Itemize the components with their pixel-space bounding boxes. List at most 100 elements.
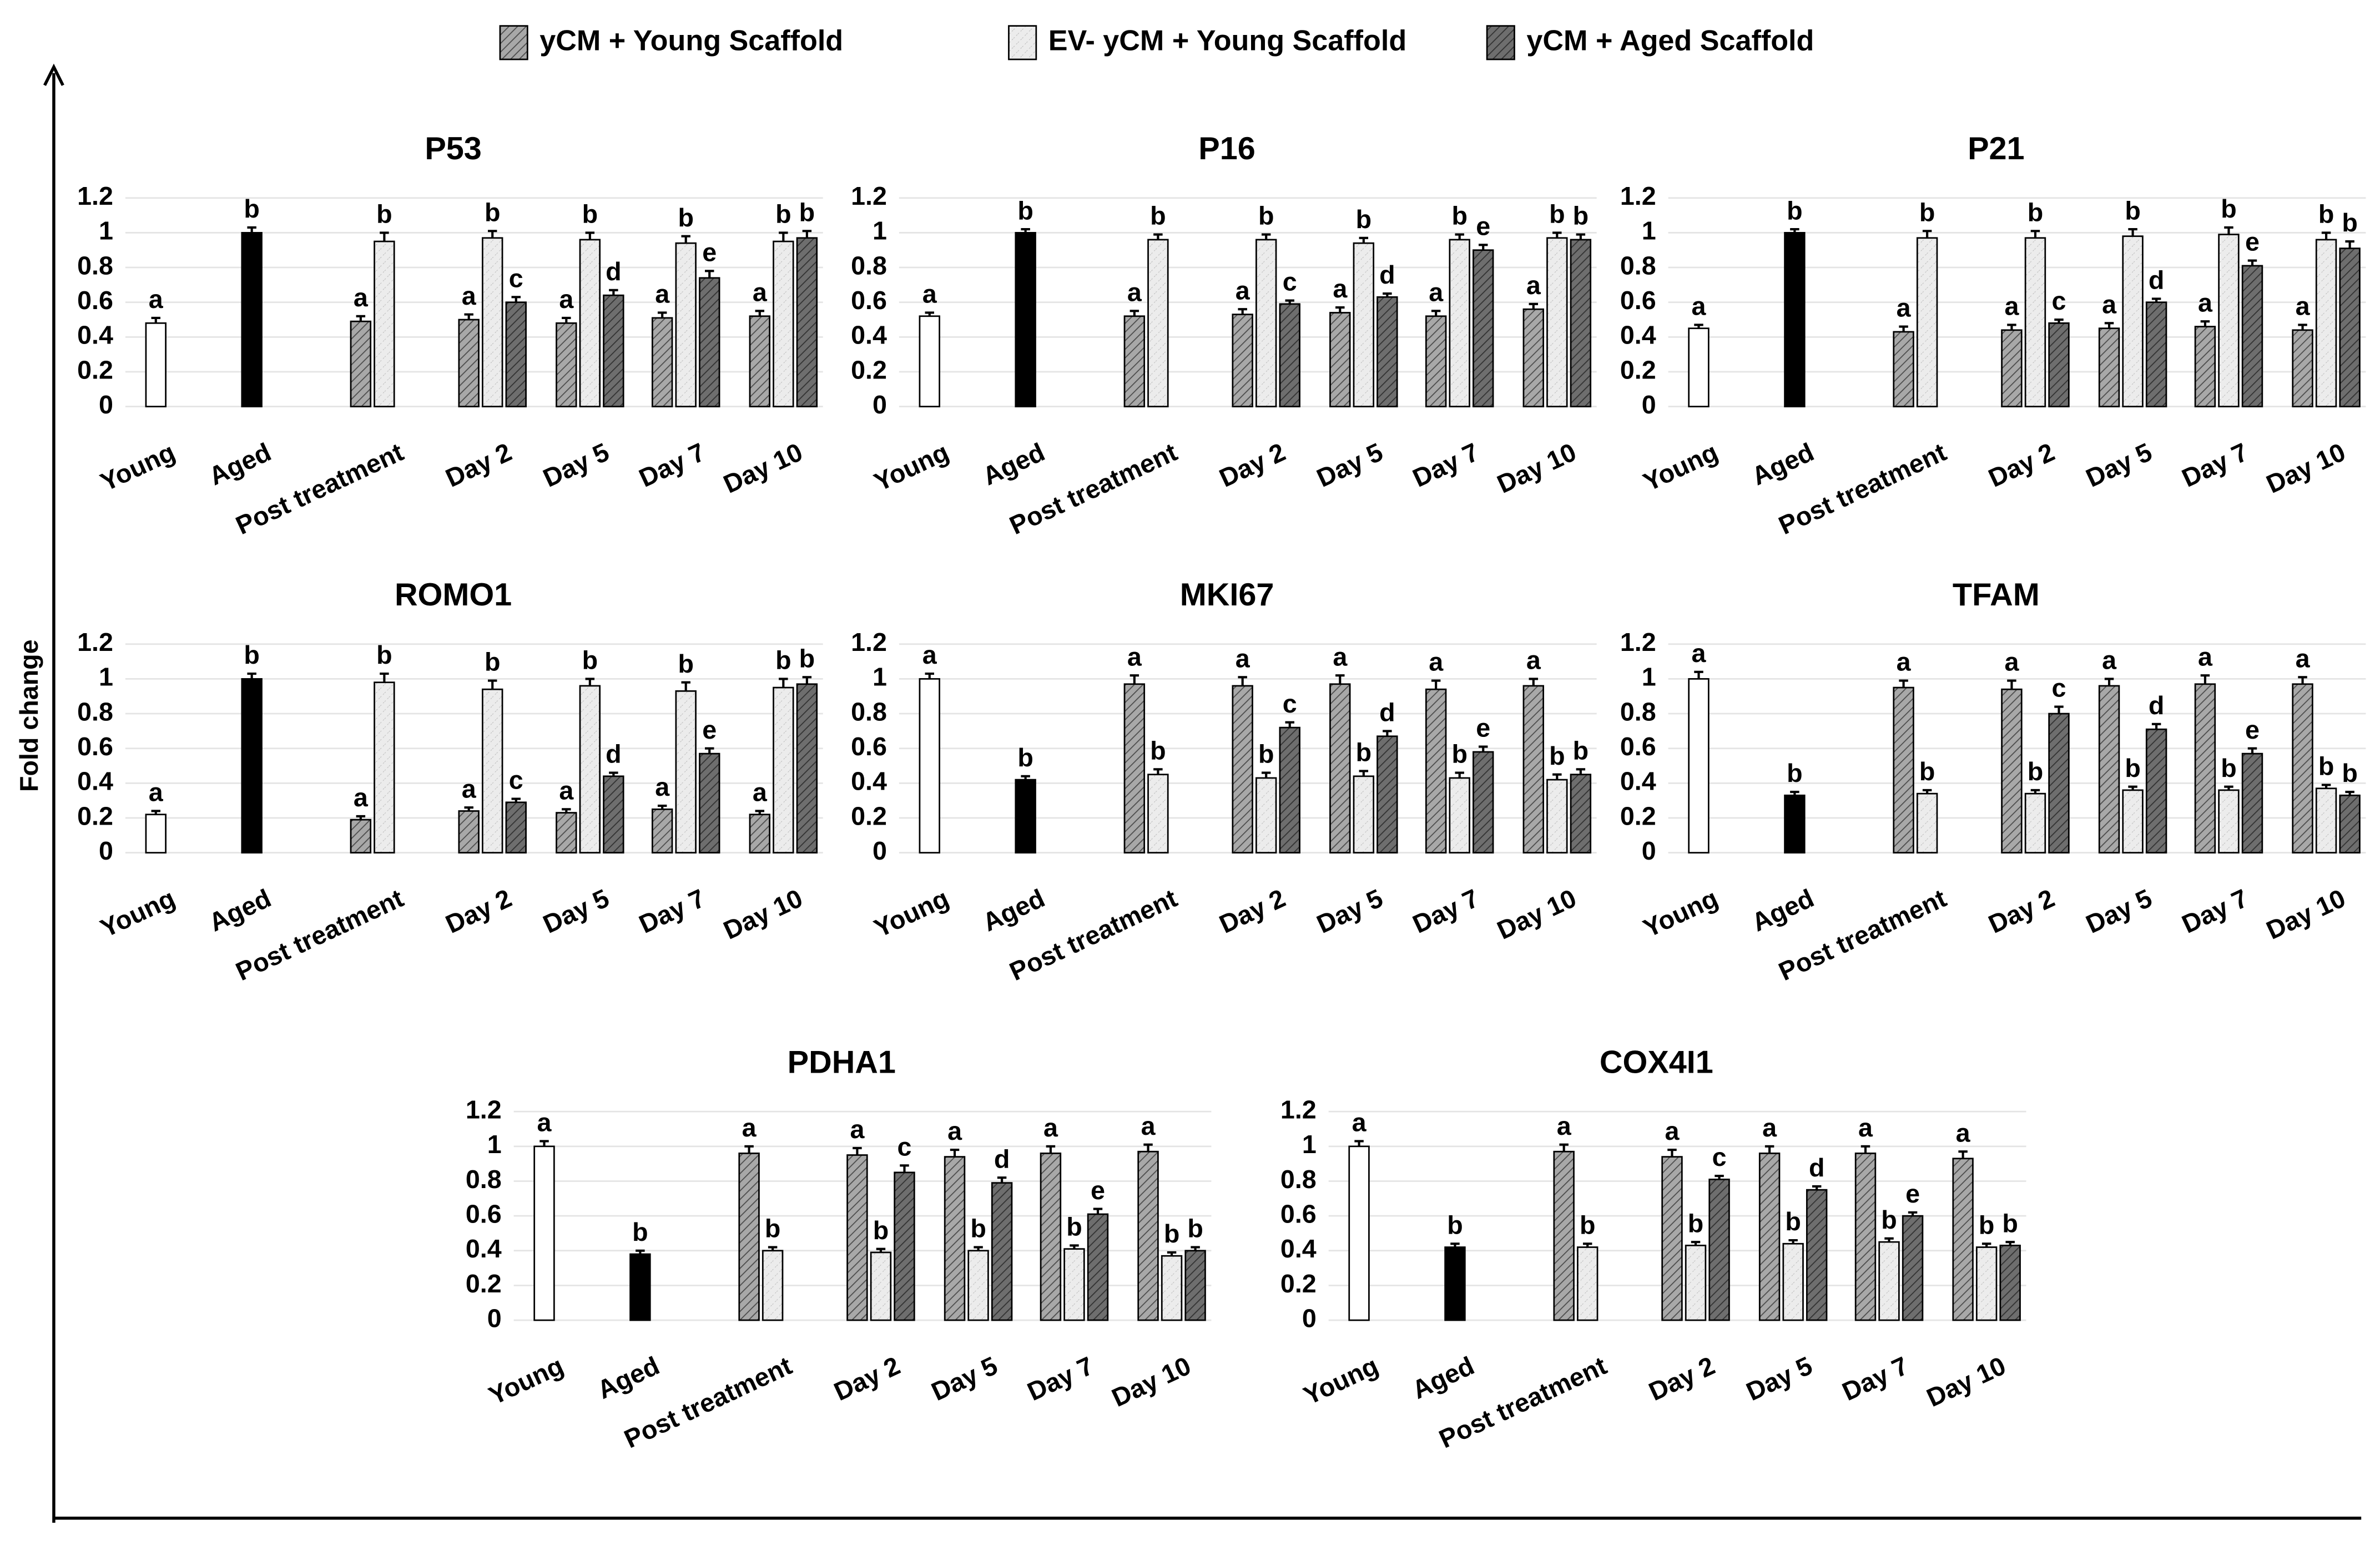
bar	[579, 685, 601, 854]
bar	[2122, 235, 2144, 408]
error-bar	[2007, 679, 2016, 690]
bar	[2024, 237, 2046, 408]
significance-letter: b	[244, 194, 259, 223]
y-tick-label: 0.8	[1280, 1165, 1317, 1194]
bar	[2145, 301, 2167, 408]
error-bar	[585, 231, 595, 240]
bar	[2194, 326, 2216, 408]
x-tick-label: Day 2	[1645, 1351, 1720, 1407]
bar	[556, 812, 577, 854]
significance-letter: b	[1787, 759, 1802, 787]
significance-letter: b	[485, 198, 500, 226]
error-bar	[1130, 674, 1139, 684]
significance-letter: a	[1141, 1111, 1156, 1140]
error-bar	[1143, 1143, 1153, 1152]
significance-letter: b	[632, 1217, 648, 1246]
error-bar	[779, 231, 788, 242]
y-tick-label: 0.4	[1280, 1234, 1317, 1263]
error-bar	[464, 313, 473, 320]
significance-letter: a	[1762, 1113, 1777, 1142]
bar	[1522, 685, 1544, 854]
significance-letter: e	[2245, 715, 2260, 744]
bar	[846, 1154, 868, 1321]
error-bar	[925, 672, 934, 679]
significance-letter: b	[1150, 201, 1166, 230]
axis-arrow	[43, 63, 64, 86]
significance-letter: a	[1429, 278, 1444, 307]
error-bar	[1576, 233, 1586, 240]
bar	[1661, 1156, 1683, 1321]
bar	[1279, 303, 1300, 408]
y-tick-label: 0.6	[466, 1199, 502, 1228]
error-bar	[1021, 775, 1030, 780]
error-bar	[1455, 233, 1464, 240]
significance-letter: a	[753, 778, 768, 807]
error-bar	[1715, 1175, 1724, 1180]
y-tick-label: 0.4	[1620, 767, 1656, 796]
bar	[2241, 752, 2263, 854]
significance-letter: a	[354, 283, 369, 312]
bar	[1376, 296, 1398, 408]
error-bar	[151, 316, 161, 324]
error-bar	[2200, 674, 2210, 684]
significance-letter: a	[1897, 294, 1912, 322]
significance-letter: a	[2198, 642, 2213, 671]
error-bar	[802, 230, 812, 238]
x-tick-label: Day 10	[719, 437, 806, 499]
y-tick-label: 0.4	[851, 321, 887, 350]
bar	[1353, 242, 1375, 408]
significance-letter: a	[1858, 1113, 1873, 1142]
bar	[749, 315, 771, 408]
significance-letter: b	[1573, 201, 1589, 230]
bar	[1232, 314, 1253, 408]
error-bar	[2005, 1241, 2015, 1246]
bar	[1087, 1213, 1109, 1321]
error-bar	[2030, 789, 2040, 794]
x-tick-label: Aged	[1747, 883, 1818, 937]
x-tick-label: Day 7	[634, 883, 709, 939]
x-tick-label: Day 2	[1215, 883, 1290, 939]
significance-letter: b	[376, 200, 392, 229]
x-tick-label: Aged	[1408, 1351, 1479, 1404]
significance-letter: b	[1549, 741, 1565, 770]
bar	[796, 683, 818, 854]
error-bar	[1238, 676, 1247, 686]
error-bar	[1908, 1211, 1918, 1216]
significance-letter: b	[1881, 1205, 1897, 1234]
significance-letter: a	[1352, 1108, 1367, 1137]
y-tick-label: 0	[873, 390, 887, 419]
bar	[773, 686, 794, 854]
error-bar	[802, 676, 812, 684]
significance-letter: a	[1557, 1111, 1572, 1140]
y-tick-label: 0.8	[1620, 251, 1656, 280]
significance-letter: a	[850, 1115, 865, 1144]
bar	[2292, 683, 2313, 854]
significance-letter: a	[1127, 642, 1142, 671]
error-bar	[1694, 670, 1703, 679]
significance-letter: b	[1356, 205, 1371, 234]
significance-letter: a	[1236, 644, 1250, 673]
x-tick-label: Day 10	[2262, 437, 2349, 499]
bar	[2048, 713, 2070, 854]
bar	[1123, 683, 1146, 854]
x-tick-label: Day 10	[1107, 1351, 1195, 1413]
bar	[1329, 312, 1351, 408]
y-tick-label: 0.6	[77, 286, 113, 315]
significance-letter: a	[2296, 292, 2311, 321]
error-bar	[1153, 768, 1163, 775]
y-tick-label: 1	[99, 663, 113, 691]
error-bar	[1922, 230, 1932, 238]
y-tick-label: 0.6	[851, 286, 887, 315]
bar	[533, 1145, 555, 1321]
bar	[1553, 1150, 1575, 1321]
error-bar	[2151, 297, 2161, 302]
bar	[1522, 308, 1544, 408]
error-bar	[1529, 302, 1539, 310]
bar	[1708, 1178, 1730, 1321]
significance-letter: a	[1333, 642, 1348, 671]
significance-letter: b	[2221, 194, 2236, 223]
x-tick-label: Day 10	[1492, 883, 1580, 945]
bar	[1688, 327, 1710, 408]
bar	[1893, 331, 1914, 408]
error-bar	[380, 672, 389, 683]
